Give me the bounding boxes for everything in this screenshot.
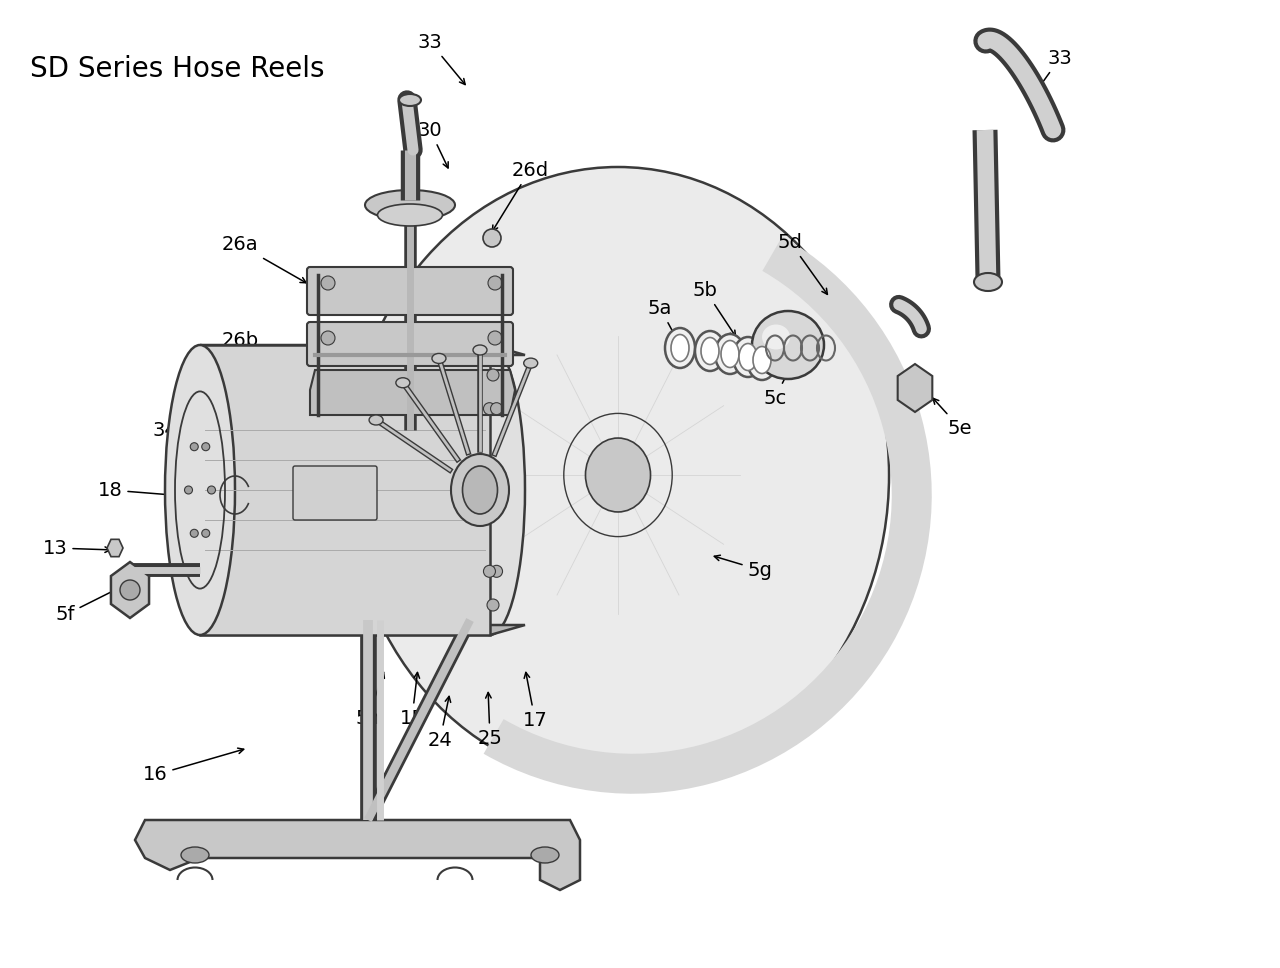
Text: 5b: 5b (692, 281, 736, 336)
Text: 33: 33 (417, 33, 465, 84)
Ellipse shape (207, 486, 215, 494)
Circle shape (483, 229, 500, 247)
Polygon shape (200, 625, 525, 635)
Text: 5a: 5a (648, 298, 678, 341)
Circle shape (488, 331, 502, 345)
Ellipse shape (531, 847, 559, 863)
Text: 33: 33 (1033, 48, 1073, 97)
Ellipse shape (585, 439, 650, 512)
Text: 30: 30 (417, 120, 448, 168)
Circle shape (321, 331, 335, 345)
Ellipse shape (202, 529, 210, 537)
Ellipse shape (431, 353, 445, 363)
Ellipse shape (701, 338, 719, 365)
Circle shape (120, 580, 140, 600)
Ellipse shape (716, 334, 745, 374)
FancyBboxPatch shape (293, 466, 378, 520)
Ellipse shape (191, 529, 198, 537)
Ellipse shape (484, 565, 495, 577)
Ellipse shape (753, 311, 824, 379)
Ellipse shape (483, 484, 494, 496)
Polygon shape (897, 364, 932, 412)
Ellipse shape (733, 337, 763, 377)
FancyBboxPatch shape (307, 322, 513, 366)
Ellipse shape (739, 344, 756, 371)
Text: 5g: 5g (714, 556, 772, 580)
Ellipse shape (524, 358, 538, 368)
Ellipse shape (490, 565, 503, 577)
Circle shape (488, 276, 502, 290)
FancyBboxPatch shape (307, 267, 513, 315)
Ellipse shape (191, 442, 198, 451)
Ellipse shape (484, 403, 495, 414)
Ellipse shape (347, 167, 890, 783)
Text: 26a: 26a (221, 235, 306, 283)
Text: 13: 13 (42, 538, 110, 558)
Text: 24: 24 (428, 696, 452, 749)
Ellipse shape (396, 378, 410, 388)
Ellipse shape (974, 273, 1002, 291)
Ellipse shape (369, 415, 383, 425)
Ellipse shape (486, 369, 499, 381)
Ellipse shape (462, 466, 498, 514)
Ellipse shape (399, 94, 421, 106)
Polygon shape (200, 345, 490, 635)
Circle shape (321, 276, 335, 290)
Text: 26d: 26d (493, 161, 549, 231)
Ellipse shape (762, 324, 790, 349)
Wedge shape (484, 236, 932, 794)
Ellipse shape (748, 340, 777, 380)
Ellipse shape (180, 847, 209, 863)
Ellipse shape (486, 599, 499, 611)
Ellipse shape (490, 403, 503, 414)
Ellipse shape (492, 484, 504, 496)
Ellipse shape (165, 345, 236, 635)
Text: 5d: 5d (777, 232, 827, 294)
Ellipse shape (474, 345, 486, 355)
Text: 5c: 5c (763, 372, 788, 408)
Text: 26b: 26b (221, 330, 301, 355)
Ellipse shape (202, 442, 210, 451)
Polygon shape (200, 345, 525, 355)
Ellipse shape (454, 345, 525, 635)
Polygon shape (310, 370, 515, 415)
Text: 34: 34 (152, 420, 246, 450)
Text: 16: 16 (142, 748, 243, 784)
Text: 15: 15 (399, 673, 425, 728)
Text: 26c: 26c (257, 385, 335, 405)
Text: 5h: 5h (356, 672, 384, 728)
Ellipse shape (671, 335, 689, 361)
Ellipse shape (721, 341, 739, 368)
Ellipse shape (365, 190, 454, 220)
Text: SD Series Hose Reels: SD Series Hose Reels (29, 55, 325, 83)
Ellipse shape (666, 328, 695, 368)
Ellipse shape (378, 204, 443, 226)
Text: 17: 17 (522, 673, 548, 730)
Ellipse shape (753, 347, 771, 374)
Text: 5e: 5e (933, 398, 973, 438)
Ellipse shape (695, 331, 724, 371)
Polygon shape (108, 539, 123, 557)
Ellipse shape (184, 486, 192, 494)
Text: 25: 25 (477, 692, 503, 747)
Polygon shape (134, 820, 580, 890)
Ellipse shape (451, 454, 509, 526)
Text: 5f: 5f (55, 582, 131, 624)
Polygon shape (111, 562, 148, 618)
Text: 18: 18 (97, 480, 206, 499)
